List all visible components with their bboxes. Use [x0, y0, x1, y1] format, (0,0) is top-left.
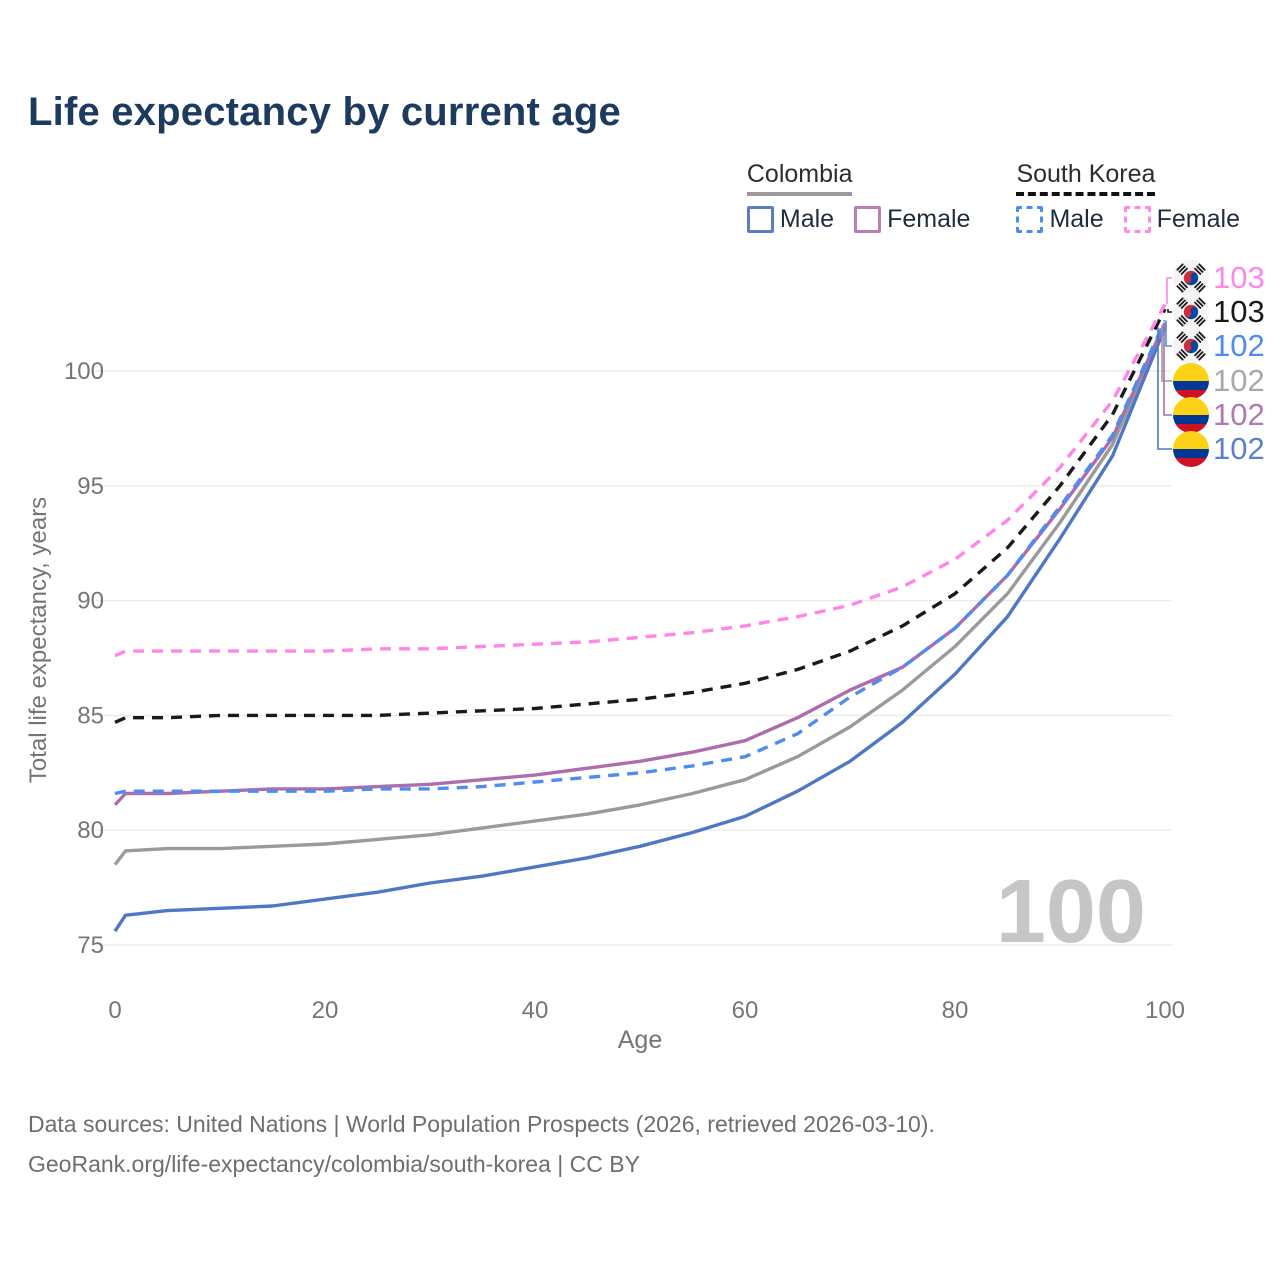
south-korea-flag-icon	[1173, 260, 1209, 296]
series-line-sk_total	[114, 308, 1167, 724]
colombia-flag-icon	[1173, 431, 1209, 467]
page-title: Life expectancy by current age	[28, 90, 621, 134]
end-label-leader	[1166, 277, 1172, 305]
y-tick-label: 95	[77, 473, 104, 500]
legend-item-south-korea-female[interactable]: Female	[1123, 204, 1240, 234]
end-label-leader	[1167, 309, 1172, 313]
end-value-label: 102	[1213, 328, 1265, 363]
x-tick-label: 80	[942, 997, 969, 1024]
x-axis-title: Age	[618, 1026, 662, 1054]
footer: Data sources: United Nations | World Pop…	[28, 1104, 935, 1184]
end-value-label: 102	[1213, 363, 1265, 398]
legend-item-south-korea-male[interactable]: Male	[1016, 204, 1104, 234]
end-value-label: 102	[1213, 431, 1265, 466]
y-tick-label: 85	[77, 702, 104, 729]
x-tick-label: 0	[108, 997, 121, 1024]
series-line-co_male	[113, 326, 1167, 933]
end-value-label: 103	[1213, 294, 1265, 329]
end-label-leader	[1163, 322, 1172, 416]
y-tick-label: 75	[77, 932, 104, 959]
south-korea-flag-icon	[1173, 294, 1209, 330]
end-value-label: 102	[1213, 397, 1265, 432]
legend-item-label: Female	[1156, 204, 1240, 233]
x-tick-label: 60	[732, 997, 759, 1024]
series-line-co_total	[113, 324, 1167, 866]
legend-item-colombia-male[interactable]: Male	[746, 204, 835, 234]
age-watermark: 100	[996, 862, 1146, 962]
legend-header-south-korea[interactable]: South Korea	[1016, 160, 1156, 196]
legend-item-label: Male	[779, 204, 835, 233]
legend-group-south-korea: South Korea Male Female	[1016, 160, 1240, 234]
colombia-flag-icon	[1173, 363, 1209, 399]
data-sources-text: Data sources: United Nations | World Pop…	[28, 1111, 935, 1137]
legend-item-label: Male	[1049, 204, 1104, 233]
legend-item-colombia-female[interactable]: Female	[854, 205, 970, 234]
end-label-leader	[1161, 325, 1172, 382]
legend-items-south-korea: Male Female	[1016, 205, 1240, 234]
gridlines: 75 80 85 90 95 100 0 20 40 60 80 100 Age Total life e…	[25, 358, 1185, 1054]
legend: Colombia Male Female South Korea Male	[746, 160, 1240, 234]
south-korea-female-swatch-icon	[1123, 205, 1151, 233]
end-label-leader	[1165, 320, 1172, 347]
legend-items-colombia: Male Female	[746, 204, 970, 234]
legend-item-label: Female	[887, 204, 971, 233]
y-tick-label: 100	[64, 358, 104, 385]
attribution-text: GeoRank.org/life-expectancy/colombia/sou…	[28, 1151, 640, 1177]
end-label-leader	[1157, 327, 1172, 450]
colombia-flag-icon	[1173, 397, 1209, 433]
y-axis-title: Total life expectancy, years	[25, 497, 52, 783]
y-tick-label: 90	[77, 588, 104, 615]
y-tick-label: 80	[77, 817, 104, 844]
end-value-label: 103	[1213, 260, 1265, 295]
x-tick-label: 20	[312, 997, 339, 1024]
south-korea-male-swatch-icon	[1016, 205, 1044, 233]
x-tick-label: 40	[522, 997, 549, 1024]
colombia-male-swatch-icon	[746, 205, 774, 233]
legend-header-colombia[interactable]: Colombia	[746, 160, 853, 196]
series-line-sk_male	[114, 319, 1167, 796]
x-tick-label: 100	[1145, 997, 1185, 1024]
legend-group-colombia: Colombia Male Female	[746, 160, 970, 234]
colombia-female-swatch-icon	[854, 205, 882, 233]
south-korea-flag-icon	[1173, 328, 1209, 364]
series-line-co_female	[113, 322, 1167, 807]
series-line-sk_female	[114, 303, 1167, 658]
